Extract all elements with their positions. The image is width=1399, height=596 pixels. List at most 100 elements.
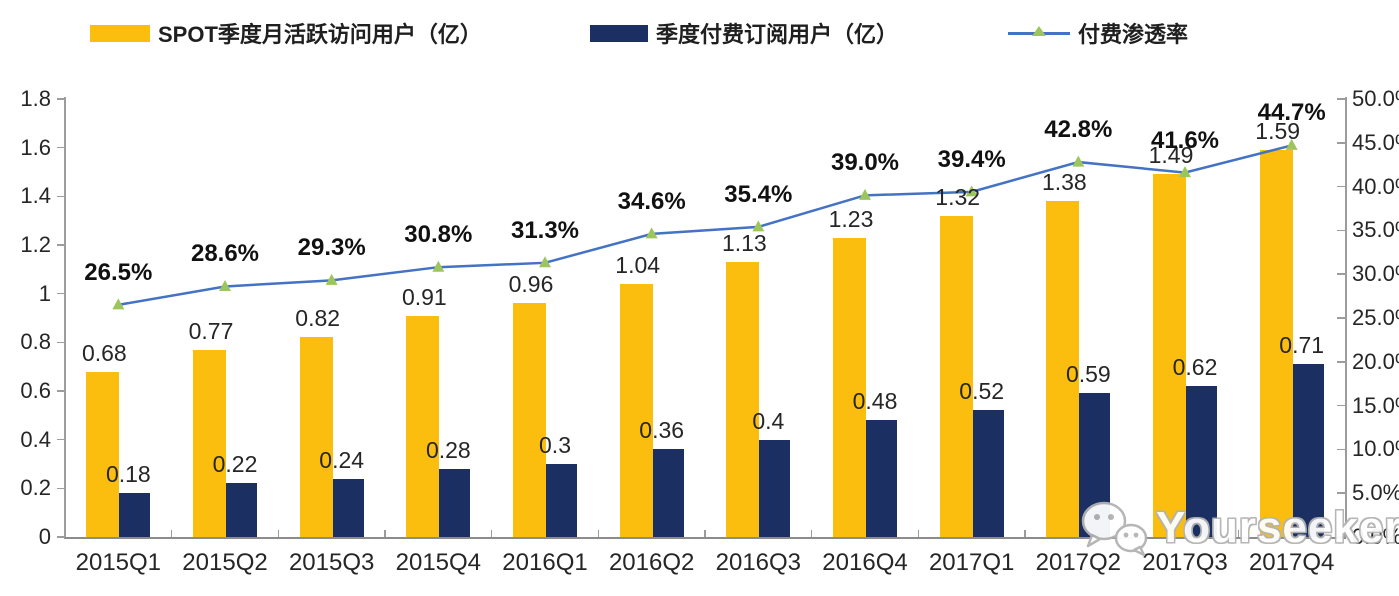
mau-value-label: 0.91 bbox=[401, 283, 447, 310]
penetration-legend-line bbox=[1008, 25, 1070, 36]
x-axis-category-label: 2015Q1 bbox=[75, 549, 162, 576]
penetration-marker bbox=[1179, 166, 1191, 178]
left-axis-tick bbox=[57, 146, 65, 149]
left-axis-line bbox=[64, 97, 66, 537]
paid-bar bbox=[759, 439, 791, 537]
x-axis-category-label: 2016Q1 bbox=[502, 549, 588, 576]
penetration-value-label: 31.3% bbox=[510, 216, 580, 244]
triangle-marker-icon bbox=[1032, 25, 1046, 36]
penetration-value-label: 30.8% bbox=[404, 221, 473, 249]
paid-value-label: 0.52 bbox=[959, 378, 1005, 405]
penetration-line bbox=[118, 144, 1292, 307]
penetration-marker bbox=[645, 227, 658, 239]
right-axis-tick bbox=[1337, 273, 1345, 275]
watermark: Yourseeker bbox=[1078, 498, 1399, 558]
mau-value-label: 0.82 bbox=[295, 305, 341, 332]
paid-bar bbox=[226, 483, 257, 537]
penetration-marker bbox=[219, 279, 231, 291]
x-axis-tick bbox=[277, 530, 280, 537]
left-axis-tick bbox=[57, 98, 65, 100]
left-axis-tick-label: 0.6 bbox=[20, 378, 51, 403]
mau-bar bbox=[619, 283, 653, 537]
penetration-marker bbox=[859, 188, 871, 200]
right-axis-tick bbox=[1337, 98, 1345, 100]
left-axis-tick-label: 1.2 bbox=[20, 232, 51, 257]
mau-bar bbox=[193, 349, 226, 537]
left-axis-tick-label: 0.4 bbox=[20, 426, 51, 452]
legend-item-subscribers: 季度付费订阅用户（亿） bbox=[590, 16, 898, 50]
mau-bar bbox=[86, 371, 120, 537]
penetration-value-label: 39.4% bbox=[937, 145, 1006, 173]
penetration-marker bbox=[1285, 138, 1298, 150]
x-axis-tick bbox=[1237, 530, 1240, 537]
paid-value-label: 0.4 bbox=[752, 407, 785, 434]
paid-value-label: 0.3 bbox=[539, 432, 571, 458]
penetration-value-label: 41.6% bbox=[1150, 126, 1220, 154]
penetration-marker bbox=[752, 220, 765, 232]
paid-value-label: 0.28 bbox=[425, 436, 471, 463]
mau-value-label: 1.49 bbox=[1148, 142, 1194, 169]
paid-bar bbox=[866, 420, 897, 537]
right-axis-tick bbox=[1337, 185, 1345, 188]
x-axis-category-label: 2015Q4 bbox=[395, 549, 482, 576]
right-axis-tick-label: 5.0% bbox=[1352, 480, 1399, 506]
right-axis-tick bbox=[1337, 492, 1345, 494]
penetration-value-label: 35.4% bbox=[724, 180, 793, 208]
watermark-text: Yourseeker bbox=[1156, 503, 1399, 552]
left-axis-tick bbox=[57, 487, 65, 490]
left-axis-tick bbox=[57, 536, 65, 538]
mau-bar bbox=[939, 215, 973, 537]
x-axis-tick bbox=[64, 530, 66, 537]
penetration-legend-label: 付费渗透率 bbox=[1078, 22, 1189, 47]
mau-value-label: 0.96 bbox=[508, 271, 554, 298]
right-axis-tick-label: 10.0% bbox=[1352, 436, 1399, 462]
x-axis-tick bbox=[704, 530, 706, 537]
right-axis-tick bbox=[1337, 361, 1345, 363]
mau-value-label: 0.77 bbox=[188, 317, 234, 344]
left-axis-tick-label: 0.8 bbox=[20, 329, 51, 355]
right-axis-tick bbox=[1337, 536, 1345, 538]
left-axis-tick-label: 1.4 bbox=[20, 183, 51, 209]
penetration-value-label: 29.3% bbox=[297, 234, 366, 262]
x-axis-category-label: 2016Q2 bbox=[608, 549, 695, 576]
mau-bar bbox=[299, 337, 333, 537]
paid-bar bbox=[1292, 364, 1324, 537]
mau-bar bbox=[1259, 150, 1293, 537]
mau-value-label: 1.13 bbox=[721, 230, 767, 257]
left-axis-tick-label: 0 bbox=[38, 524, 51, 549]
x-axis-category-label: 2015Q2 bbox=[182, 549, 268, 576]
x-axis-category-label: 2017Q2 bbox=[1035, 549, 1122, 576]
x-axis-category-label: 2017Q1 bbox=[928, 549, 1015, 576]
right-axis-tick-label: 45.0% bbox=[1352, 129, 1399, 155]
right-axis-tick-label: 25.0% bbox=[1352, 305, 1399, 330]
paid-bar bbox=[1186, 386, 1217, 537]
subscribers-legend-swatch bbox=[590, 24, 648, 42]
mau-value-label: 0.68 bbox=[81, 339, 127, 366]
mau-bar bbox=[726, 262, 760, 537]
x-axis-category-label: 2016Q3 bbox=[715, 549, 802, 576]
x-axis-tick bbox=[810, 530, 813, 537]
chart-legend: SPOT季度月活跃访问用户（亿） 季度付费订阅用户（亿） 付费渗透率 bbox=[0, 16, 1399, 52]
right-axis-tick bbox=[1337, 142, 1345, 144]
right-axis-tick-label: 30.0% bbox=[1352, 261, 1399, 287]
paid-value-label: 0.22 bbox=[212, 451, 258, 478]
penetration-marker bbox=[112, 298, 125, 310]
mau-bar bbox=[1046, 201, 1080, 537]
paid-value-label: 0.36 bbox=[639, 417, 685, 444]
x-axis-category-label: 2017Q4 bbox=[1248, 549, 1335, 576]
paid-value-label: 0.59 bbox=[1065, 361, 1111, 388]
paid-bar bbox=[439, 468, 471, 537]
x-axis-tick bbox=[917, 530, 920, 537]
x-axis-category-label: 2015Q3 bbox=[288, 549, 375, 576]
x-axis-tick bbox=[170, 530, 173, 537]
right-axis-tick-label: 20.0% bbox=[1352, 348, 1399, 374]
right-axis-tick-label: 15.0% bbox=[1352, 392, 1399, 418]
x-axis-tick bbox=[490, 530, 493, 537]
right-axis-tick bbox=[1337, 448, 1345, 451]
penetration-value-label: 26.5% bbox=[84, 258, 153, 286]
right-axis-tick bbox=[1337, 404, 1345, 407]
left-axis-tick-label: 1.8 bbox=[20, 86, 51, 111]
right-axis-tick-label: 50.0% bbox=[1352, 86, 1399, 111]
penetration-marker bbox=[539, 256, 551, 268]
